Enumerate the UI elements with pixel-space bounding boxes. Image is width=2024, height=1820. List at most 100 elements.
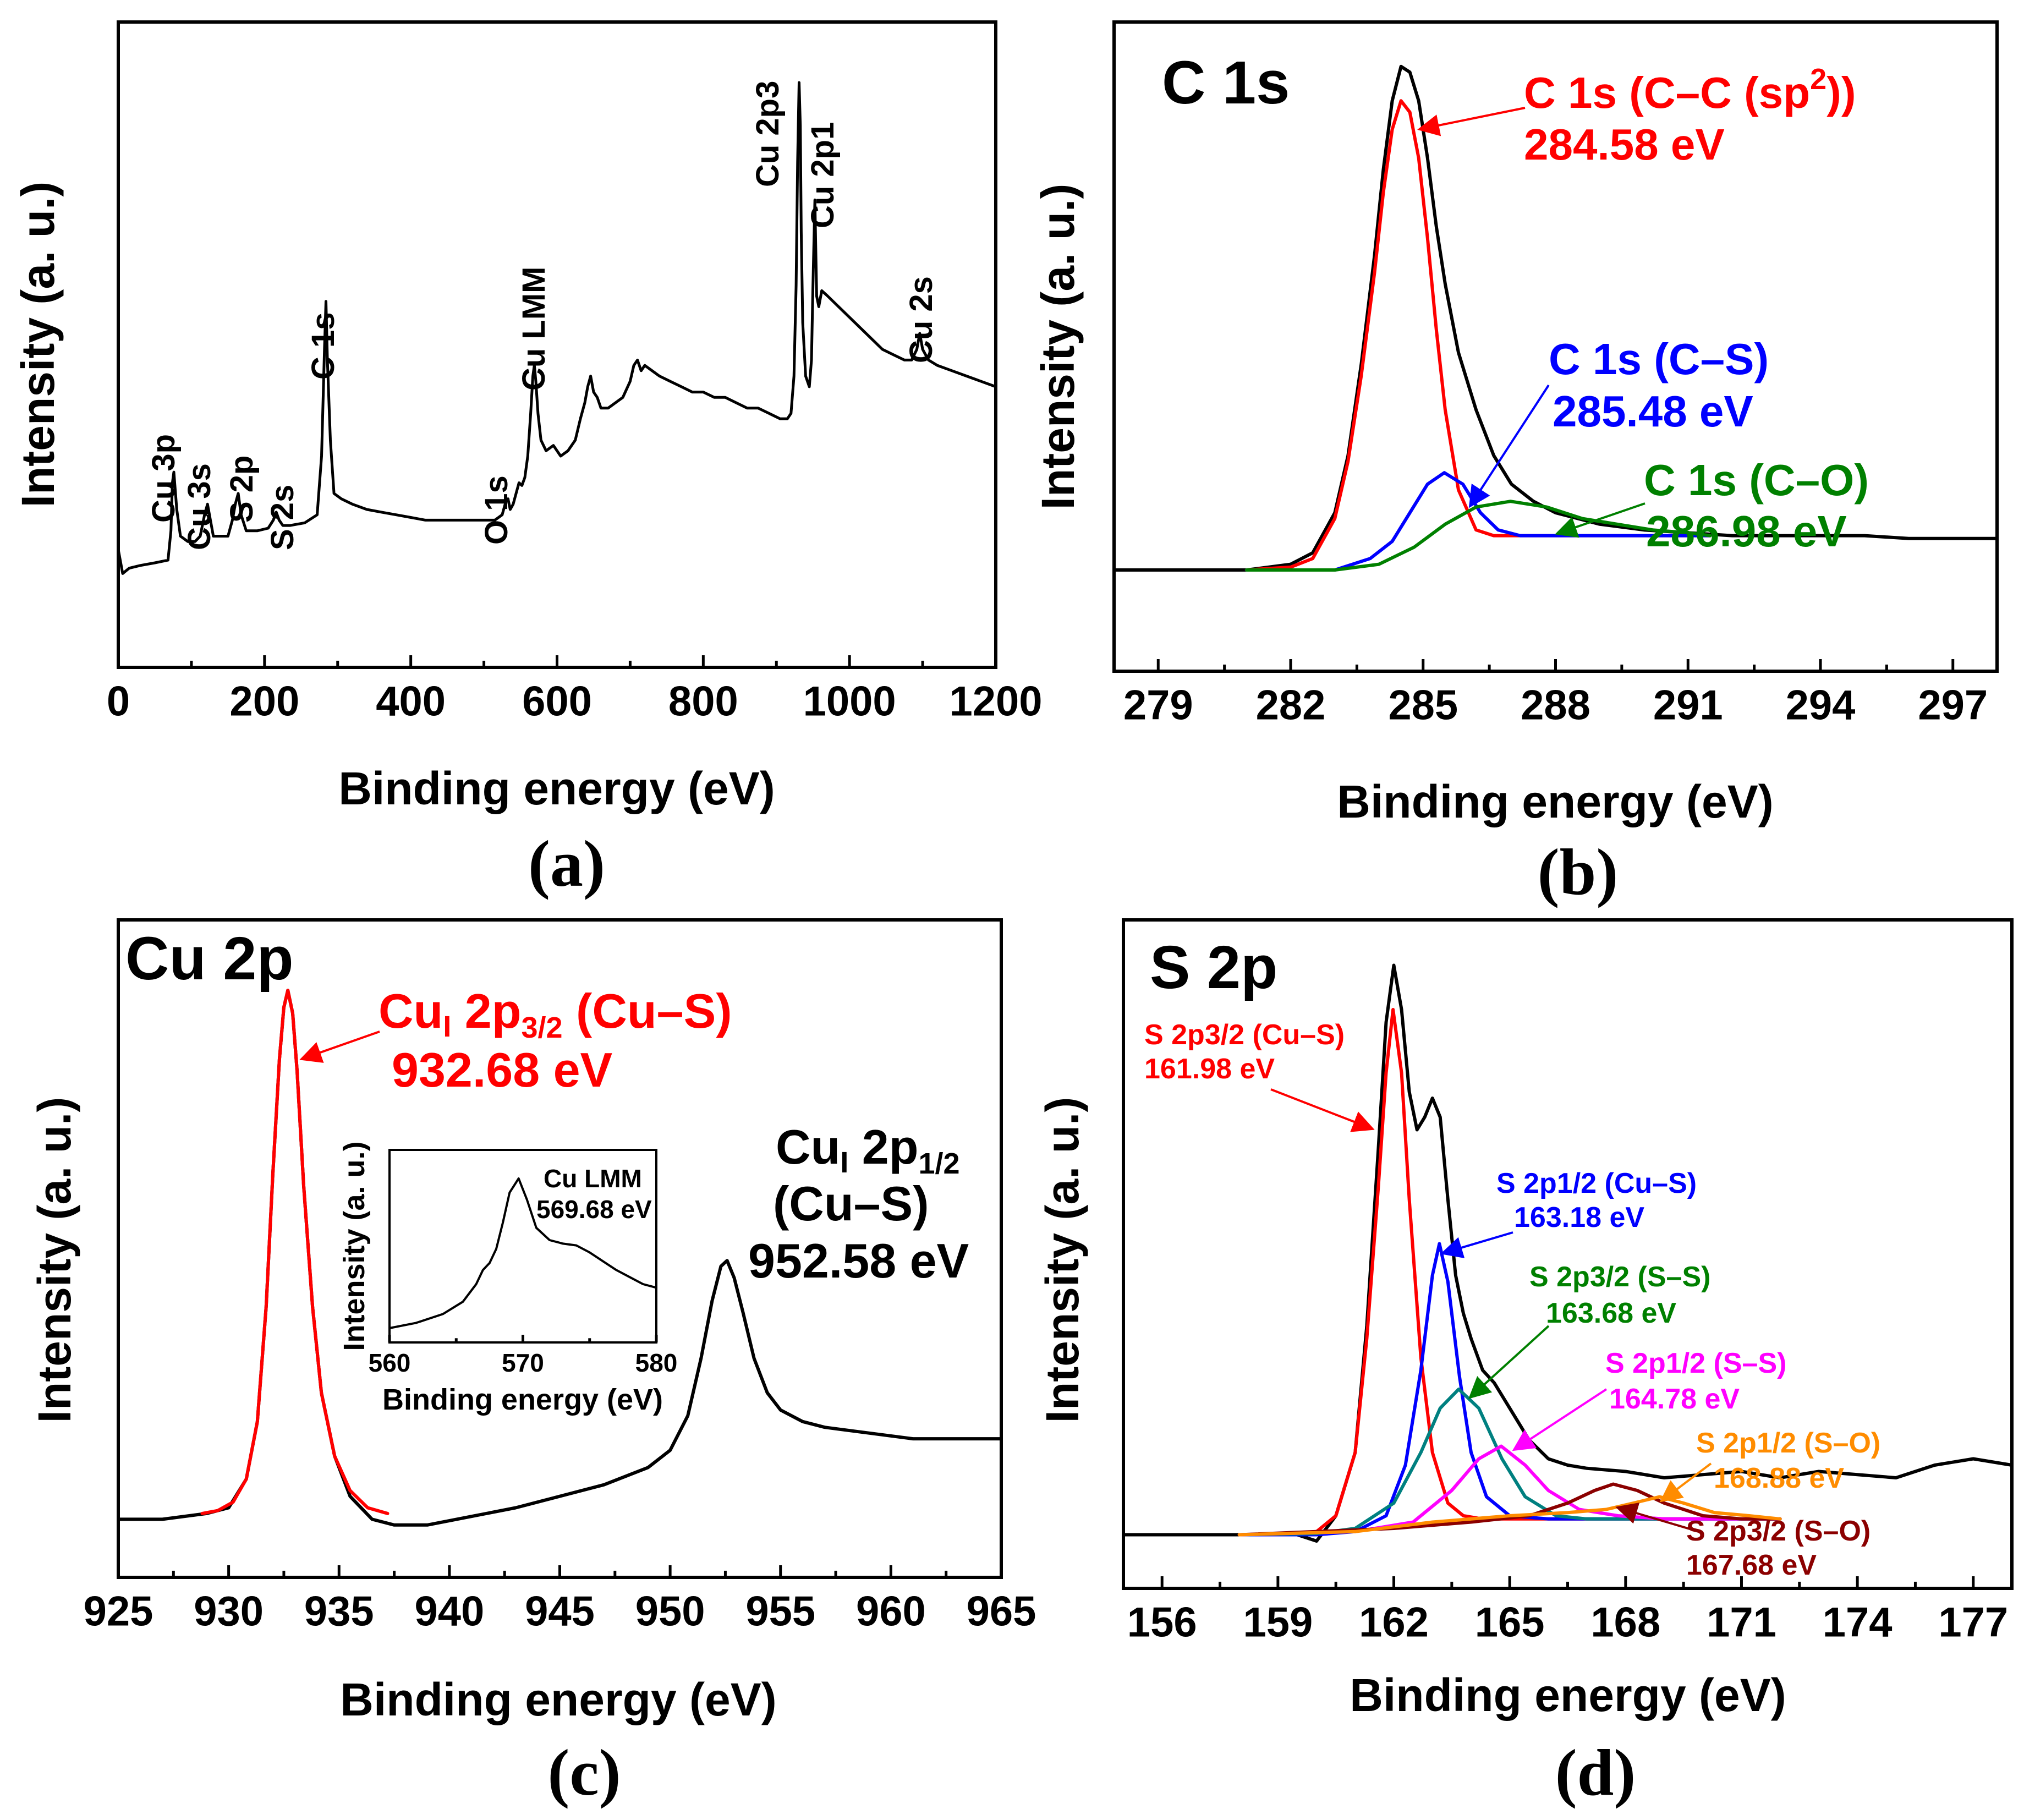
- c-xtick-label-2: 935: [304, 1588, 374, 1635]
- panel-b-title: C 1s: [1162, 49, 1290, 117]
- inset-annot-value: 569.68 eV: [536, 1195, 652, 1224]
- d-xtick-label-7: 177: [1938, 1599, 2008, 1646]
- inset-annot: Cu LMM: [544, 1164, 642, 1193]
- panel-b-ticks: 279 282 285 288 291 294 297: [1123, 659, 1988, 728]
- panel-d-label: (d): [1555, 1736, 1636, 1809]
- panel-b-c1s: 279 282 285 288 291 294 297 Binding energy (eV…: [1032, 20, 1999, 908]
- annot-b-cs: C 1s (C–S): [1549, 335, 1769, 383]
- annot-c-p32-mid: 2p: [451, 984, 521, 1038]
- panel-b-label: (b): [1538, 835, 1619, 908]
- d-xtick-label-3: 165: [1475, 1599, 1545, 1646]
- panel-d-curves: [1122, 963, 2014, 1543]
- panel-d-ticks: 156 159 162 165 168 171 174 177: [1127, 1576, 2008, 1646]
- panel-a-curves: [117, 81, 997, 575]
- annot-b-cc: C 1s (C–C (sp2)): [1524, 63, 1856, 117]
- annot-c-p12: CuI 2p1/2: [776, 1120, 960, 1180]
- c-series-1: [200, 989, 390, 1515]
- annot-b-co-arrow: [1555, 502, 1645, 538]
- a-xtick-label-2: 400: [376, 678, 446, 725]
- annot-cu2s: Cu 2s: [903, 276, 939, 363]
- d-xtick-label-5: 171: [1707, 1599, 1776, 1646]
- annot-c-p32-tail: (Cu–S): [563, 984, 732, 1038]
- annot-d-cus32: S 2p3/2 (Cu–S): [1144, 1019, 1345, 1051]
- annot-d-cus32-value: 161.98 eV: [1144, 1053, 1275, 1085]
- inset-series-0: [388, 1177, 657, 1329]
- c-xtick-label-8: 965: [967, 1588, 1036, 1635]
- inset-ticks: 560 570 580: [369, 1335, 678, 1377]
- annot-b-cs-arrow: [1468, 384, 1550, 508]
- annot-d-cus12: S 2p1/2 (Cu–S): [1496, 1167, 1697, 1199]
- annot-d-cus12-arrow: [1440, 1231, 1513, 1258]
- annot-d-cus12-value: 163.18 eV: [1514, 1202, 1644, 1234]
- annot-cu3p: Cu 3p: [146, 434, 182, 523]
- b-xtick-label-5: 294: [1786, 682, 1856, 728]
- panel-c-label: (c): [547, 1736, 621, 1809]
- panel-d-title: S 2p: [1150, 934, 1277, 1001]
- inset-xlabel: Binding energy (eV): [382, 1383, 663, 1416]
- panel-c-xlabel: Binding energy (eV): [340, 1674, 776, 1725]
- annot-cu3s: Cu 3s: [182, 463, 217, 550]
- b-series-0: [1112, 64, 1999, 572]
- c-xtick-label-5: 950: [635, 1588, 705, 1635]
- panel-d-xlabel: Binding energy (eV): [1350, 1669, 1786, 1721]
- inset-xtick-label-2: 580: [635, 1348, 678, 1377]
- annot-b-co-value: 286.98 eV: [1646, 507, 1847, 556]
- panel-b-curves: [1112, 64, 1999, 572]
- annot-d-so12-arrow: [1659, 1462, 1712, 1503]
- annot-b-cc-label: C 1s (C–C (sp: [1524, 68, 1810, 117]
- annot-c-p12-sub2: 1/2: [918, 1147, 959, 1180]
- annot-c-p32-value: 932.68 eV: [392, 1043, 613, 1097]
- inset-curves: [388, 1177, 657, 1329]
- panel-c-cu2p: 925 930 935 940 945 950 955 960 965 Binding ener…: [29, 918, 1036, 1809]
- d-xtick-label-2: 162: [1359, 1599, 1429, 1646]
- panel-d-s2p: 156 159 162 165 168 171 174 177 Binding energy …: [1036, 918, 2014, 1809]
- annot-c-p32-sub1: I: [443, 1010, 451, 1043]
- b-xtick-label-6: 297: [1918, 682, 1988, 728]
- annot-s2s: S 2s: [265, 485, 300, 550]
- annot-d-cus32-arrow: [1270, 1088, 1375, 1132]
- annot-c-p32-sub2: 3/2: [521, 1011, 562, 1044]
- panel-a-ticks: 0 200 400 600 800 1000 1200: [107, 655, 1043, 725]
- annot-cu2p3: Cu 2p3: [750, 81, 786, 187]
- panel-c-inset: 560 570 580 Binding energy (eV) Intensity …: [338, 1141, 677, 1416]
- a-xtick-label-6: 1200: [949, 678, 1042, 725]
- annot-cu2p1: Cu 2p1: [805, 122, 841, 228]
- panel-c-ticks: 925 930 935 940 945 950 955 960 965: [84, 1565, 1036, 1635]
- annot-d-ss12: S 2p1/2 (S–S): [1605, 1347, 1786, 1379]
- b-series-2: [1244, 471, 1712, 572]
- d-xtick-label-4: 168: [1590, 1599, 1660, 1646]
- inset-xtick-label-0: 560: [369, 1348, 411, 1377]
- annot-s2p: S 2p: [224, 456, 260, 523]
- annot-d-ss12-arrow: [1512, 1388, 1608, 1451]
- annot-c1s: C 1s: [305, 312, 341, 380]
- c-xtick-label-4: 945: [525, 1588, 595, 1635]
- panel-b-ylabel: Intensity (a. u.): [1032, 184, 1084, 510]
- annot-d-ss32-arrow: [1468, 1325, 1550, 1399]
- b-series-3: [1244, 500, 1712, 572]
- a-xtick-label-1: 200: [229, 678, 299, 725]
- a-xtick-label-5: 1000: [803, 678, 896, 725]
- panel-b-xlabel: Binding energy (eV): [1337, 776, 1773, 827]
- annot-d-ss32: S 2p3/2 (S–S): [1529, 1261, 1710, 1293]
- c-xtick-label-7: 960: [856, 1588, 926, 1635]
- d-series-0: [1122, 963, 2014, 1543]
- annot-c-p12-line2: (Cu–S): [773, 1176, 929, 1231]
- annot-d-so32-arrow: [1615, 1503, 1692, 1531]
- d-xtick-label-6: 174: [1823, 1599, 1893, 1646]
- panel-a-frame: [117, 20, 997, 669]
- annot-b-cs-value: 285.48 eV: [1553, 387, 1753, 436]
- panel-a-survey: 0 200 400 600 800 1000 1200 Binding energy (eV…: [12, 20, 1043, 900]
- annot-d-so12: S 2p1/2 (S–O): [1696, 1427, 1880, 1459]
- annot-c-p12-cu: Cu: [776, 1120, 840, 1174]
- annot-c-p12-mid: 2p: [848, 1120, 918, 1174]
- annot-d-so12-value: 168.88 eV: [1714, 1462, 1844, 1494]
- annot-d-so32-value: 167.68 eV: [1686, 1549, 1817, 1581]
- a-series-0: [117, 81, 997, 575]
- panel-a-xlabel: Binding energy (eV): [338, 763, 775, 814]
- c-xtick-label-3: 940: [414, 1588, 484, 1635]
- annot-b-cc-arrow: [1417, 107, 1526, 136]
- a-xtick-label-0: 0: [107, 678, 130, 725]
- c-xtick-label-1: 930: [194, 1588, 264, 1635]
- annot-b-cc-value: 284.58 eV: [1524, 120, 1725, 169]
- inset-ylabel: Intensity (a. u.): [338, 1141, 371, 1351]
